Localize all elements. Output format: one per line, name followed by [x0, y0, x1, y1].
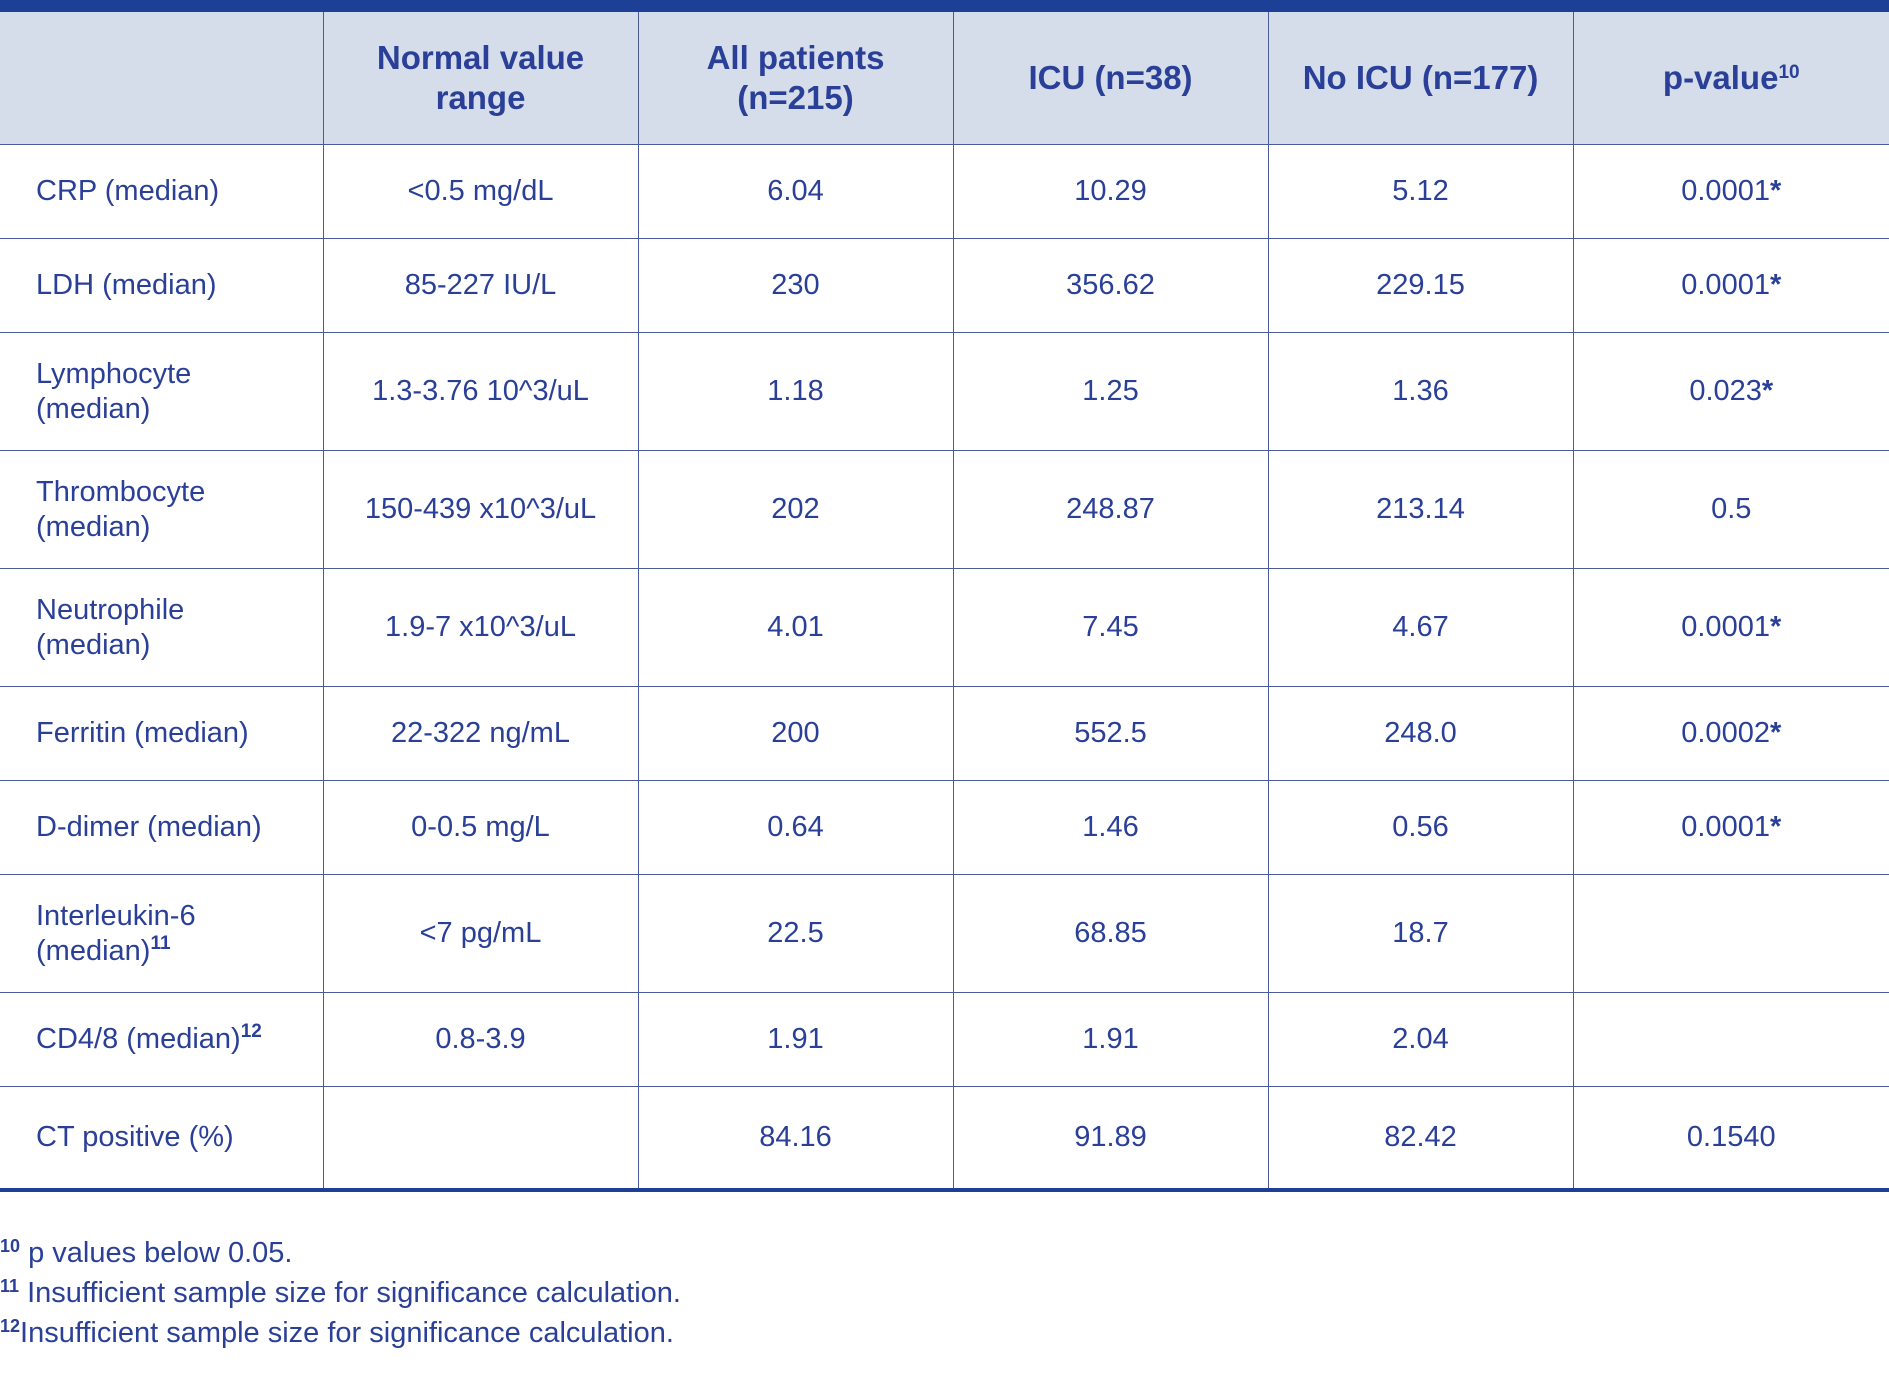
header-cell-normal-range: Normal value range	[322, 5, 639, 145]
row-label-cell: Neutrophile (median)	[0, 568, 324, 687]
icu-cell: 1.25	[952, 332, 1269, 451]
table-row: Interleukin-6 (median)11 <7 pg/mL 22.5 68.8…	[0, 874, 1889, 993]
icu-cell: 356.62	[952, 238, 1269, 333]
table-row: D-dimer (median) 0-0.5 mg/L 0.64 1.46 0.56 0.…	[0, 780, 1889, 875]
header-cell-no-icu: No ICU (n=177)	[1267, 5, 1574, 145]
row-label-cell: Ferritin (median)	[0, 686, 324, 781]
normal-range-cell: <0.5 mg/dL	[322, 144, 639, 239]
p-value-cell: 0.023*	[1572, 332, 1889, 451]
normal-range-cell: 0-0.5 mg/L	[322, 780, 639, 875]
all-patients-cell: 22.5	[637, 874, 954, 993]
header-cell-empty	[0, 5, 324, 145]
normal-range-cell: 1.9-7 x10^3/uL	[322, 568, 639, 687]
icu-cell: 68.85	[952, 874, 1269, 993]
all-patients-cell: 6.04	[637, 144, 954, 239]
icu-cell: 10.29	[952, 144, 1269, 239]
icu-cell: 1.46	[952, 780, 1269, 875]
row-label-cell: LDH (median)	[0, 238, 324, 333]
p-value-cell: 0.0001*	[1572, 780, 1889, 875]
icu-cell: 7.45	[952, 568, 1269, 687]
no-icu-cell: 1.36	[1267, 332, 1574, 451]
significance-star: *	[1769, 269, 1782, 301]
footnote-11: 11 Insufficient sample size for signific…	[0, 1276, 681, 1309]
row-label-cell: CRP (median)	[0, 144, 324, 239]
p-value-cell	[1572, 992, 1889, 1087]
footnote-ref: 12	[240, 1021, 262, 1042]
icu-cell: 91.89	[952, 1086, 1269, 1191]
table-row: Thrombocyte (median) 150-439 x10^3/uL 202 2…	[0, 450, 1889, 569]
normal-range-cell: 150-439 x10^3/uL	[322, 450, 639, 569]
lab-values-table: Normal value range All patients (n=215) …	[0, 0, 1889, 1192]
footnote-12: 12Insufficient sample size for significa…	[0, 1316, 674, 1349]
normal-range-cell: 1.3-3.76 10^3/uL	[322, 332, 639, 451]
no-icu-cell: 2.04	[1267, 992, 1574, 1087]
header-cell-all-patients: All patients (n=215)	[637, 5, 954, 145]
all-patients-cell: 4.01	[637, 568, 954, 687]
no-icu-cell: 0.56	[1267, 780, 1574, 875]
icu-cell: 552.5	[952, 686, 1269, 781]
no-icu-cell: 4.67	[1267, 568, 1574, 687]
footnote-10: 10 p values below 0.05.	[0, 1236, 293, 1269]
p-value-cell: 0.0002*	[1572, 686, 1889, 781]
p-value-cell	[1572, 874, 1889, 993]
row-label-cell: Interleukin-6 (median)11	[0, 874, 324, 993]
all-patients-cell: 202	[637, 450, 954, 569]
no-icu-cell: 18.7	[1267, 874, 1574, 993]
row-label-cell: Thrombocyte (median)	[0, 450, 324, 569]
table-row: LDH (median) 85-227 IU/L 230 356.62 229.15 0.…	[0, 238, 1889, 333]
no-icu-cell: 5.12	[1267, 144, 1574, 239]
table-row: CD4/8 (median)12 0.8-3.9 1.91 1.91 2.04	[0, 992, 1889, 1087]
icu-cell: 1.91	[952, 992, 1269, 1087]
normal-range-cell: 85-227 IU/L	[322, 238, 639, 333]
no-icu-cell: 213.14	[1267, 450, 1574, 569]
no-icu-cell: 229.15	[1267, 238, 1574, 333]
normal-range-cell: 22-322 ng/mL	[322, 686, 639, 781]
significance-star: *	[1769, 811, 1782, 843]
table-row: CRP (median) <0.5 mg/dL 6.04 10.29 5.12 0.000…	[0, 144, 1889, 239]
table-row: Neutrophile (median) 1.9-7 x10^3/uL 4.01 7.…	[0, 568, 1889, 687]
significance-star: *	[1769, 717, 1782, 749]
table-row: Ferritin (median) 22-322 ng/mL 200 552.5 248…	[0, 686, 1889, 781]
p-value-cell: 0.0001*	[1572, 568, 1889, 687]
p-value-cell: 0.0001*	[1572, 238, 1889, 333]
significance-star: *	[1769, 611, 1782, 643]
normal-range-cell: <7 pg/mL	[322, 874, 639, 993]
row-label-cell: D-dimer (median)	[0, 780, 324, 875]
row-label-cell: CD4/8 (median)12	[0, 992, 324, 1087]
table-row: CT positive (%) 84.16 91.89 82.42 0.1540	[0, 1086, 1889, 1191]
footnote-ref: 10	[1778, 62, 1800, 83]
all-patients-cell: 0.64	[637, 780, 954, 875]
all-patients-cell: 84.16	[637, 1086, 954, 1191]
row-label-cell: Lymphocyte (median)	[0, 332, 324, 451]
no-icu-cell: 82.42	[1267, 1086, 1574, 1191]
row-label-cell: CT positive (%)	[0, 1086, 324, 1191]
normal-range-cell: 0.8-3.9	[322, 992, 639, 1087]
all-patients-cell: 1.91	[637, 992, 954, 1087]
p-value-cell: 0.1540	[1572, 1086, 1889, 1191]
footnotes: 10 p values below 0.05. 11 Insufficient …	[0, 1233, 681, 1353]
normal-range-cell	[322, 1086, 639, 1191]
table-container: Normal value range All patients (n=215) …	[0, 0, 1889, 1349]
table-header-row: Normal value range All patients (n=215) …	[0, 5, 1889, 145]
all-patients-cell: 1.18	[637, 332, 954, 451]
no-icu-cell: 248.0	[1267, 686, 1574, 781]
all-patients-cell: 230	[637, 238, 954, 333]
icu-cell: 248.87	[952, 450, 1269, 569]
p-value-cell: 0.5	[1572, 450, 1889, 569]
table-row: Lymphocyte (median) 1.3-3.76 10^3/uL 1.18 1…	[0, 332, 1889, 451]
header-cell-p-value: p-value10	[1572, 5, 1889, 145]
footnote-ref: 11	[150, 932, 171, 954]
significance-star: *	[1769, 175, 1782, 207]
significance-star: *	[1761, 375, 1774, 407]
all-patients-cell: 200	[637, 686, 954, 781]
header-cell-icu: ICU (n=38)	[952, 5, 1269, 145]
p-value-cell: 0.0001*	[1572, 144, 1889, 239]
